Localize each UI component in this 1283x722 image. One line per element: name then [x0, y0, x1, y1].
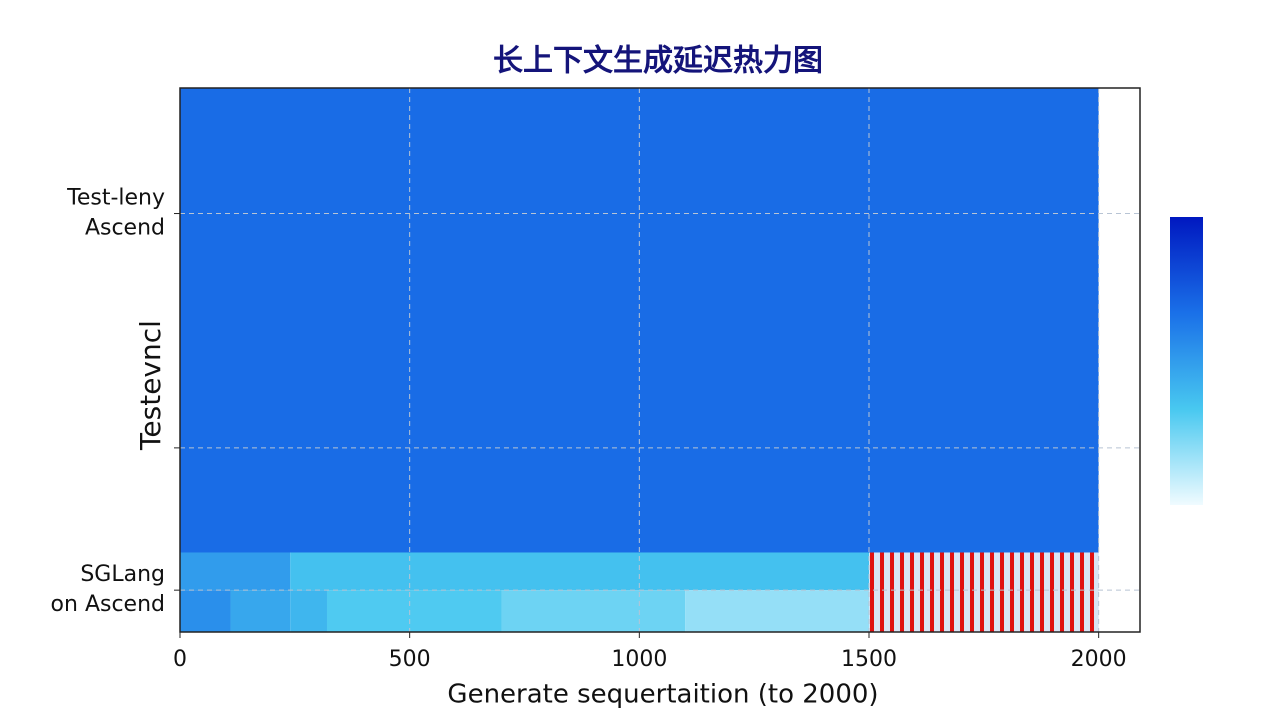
x-tick-label: 2000 — [1071, 647, 1127, 672]
heatmap-cell — [290, 590, 327, 632]
heatmap-cell — [290, 552, 869, 591]
y-tick-label: SGLang on Ascend — [51, 562, 165, 617]
plot-frame — [179, 87, 1141, 633]
heatmap-cell — [501, 590, 686, 632]
heatmap-cell — [685, 590, 869, 632]
x-tick-label: 1500 — [841, 647, 897, 672]
heatmap-cell — [180, 88, 1099, 553]
x-axis-label: Generate sequertaition (to 2000) — [447, 680, 878, 710]
heatmap-cell — [230, 590, 291, 632]
hatch-region — [868, 552, 1099, 632]
heatmap-cell — [180, 552, 291, 591]
chart-title: 长上下文生成延迟热力图 — [493, 44, 823, 79]
colorbar — [1170, 217, 1203, 505]
x-tick-label: 500 — [389, 647, 431, 672]
y-axis-label: Testevncl — [134, 320, 167, 451]
x-tick-label: 0 — [173, 647, 187, 672]
heatmap-cell — [326, 590, 502, 632]
heatmap-cell — [180, 590, 231, 632]
x-tick-label: 1000 — [611, 647, 667, 672]
y-tick-label: Test-leny Ascend — [66, 186, 165, 241]
